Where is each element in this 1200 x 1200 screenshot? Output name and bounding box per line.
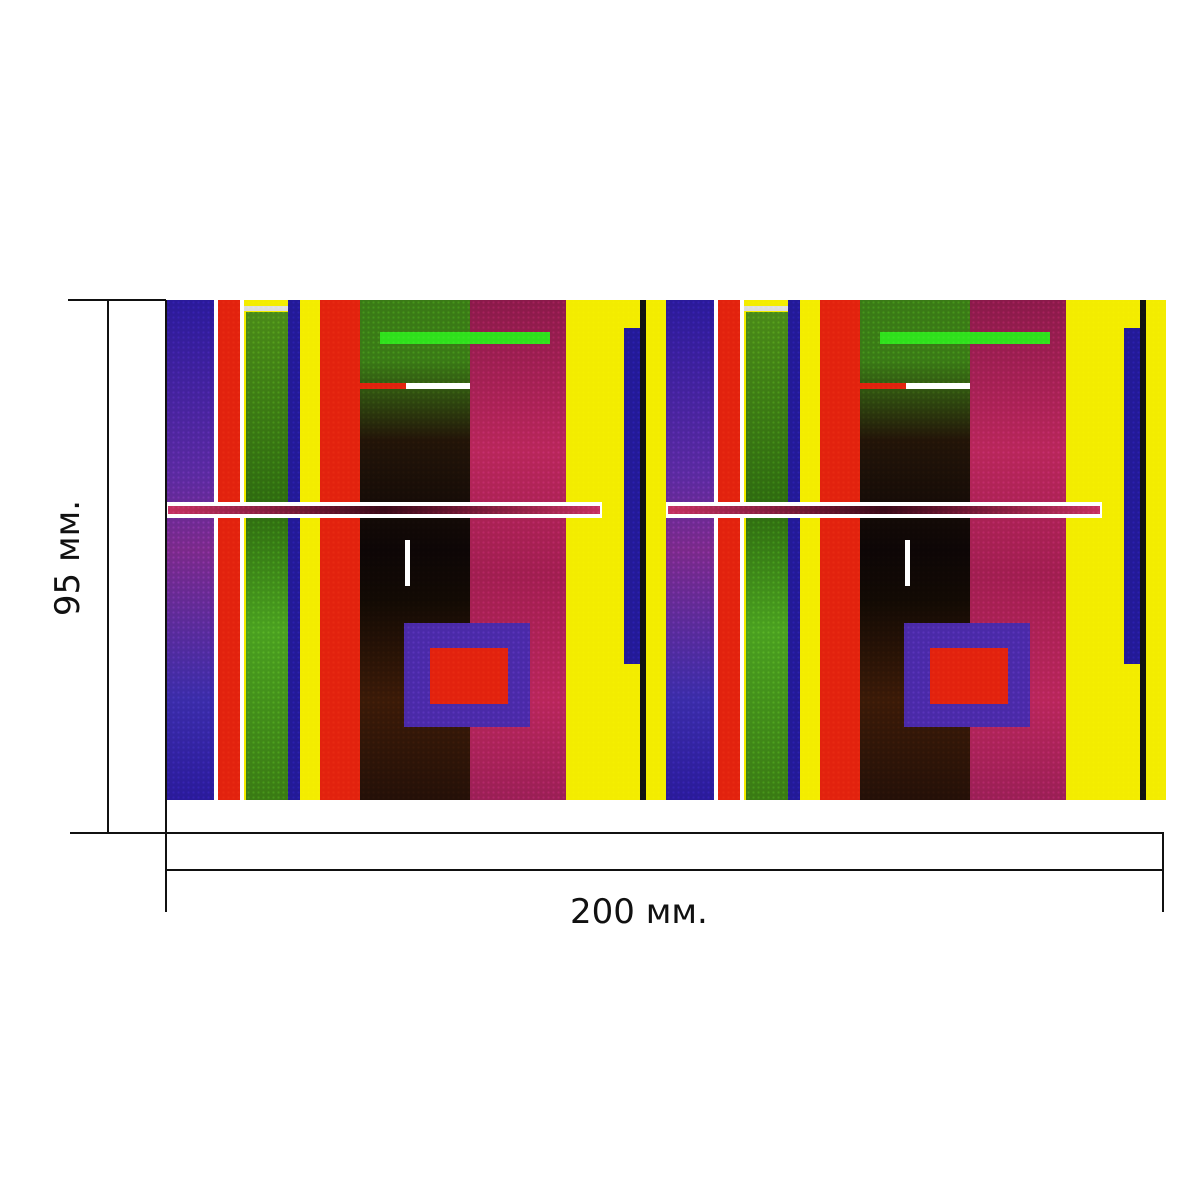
- white-short-bar: [906, 383, 970, 389]
- white-line: [714, 300, 718, 800]
- white-line: [740, 300, 744, 800]
- height-reference-line: [165, 300, 167, 834]
- white-l-bracket: [244, 306, 288, 311]
- red-short-bar: [860, 383, 906, 389]
- height-dimension-line: [107, 300, 109, 834]
- width-extension-line-right: [1162, 832, 1164, 912]
- blue-side-bar: [1124, 328, 1140, 664]
- width-dimension-line: [166, 869, 1164, 871]
- pattern-tile-1: [166, 300, 666, 800]
- white-short-bar: [406, 383, 470, 389]
- print-preview-area: [166, 300, 1166, 800]
- red-stripe: [218, 300, 240, 800]
- yellow-stripe: [800, 300, 820, 800]
- black-stripe: [640, 300, 646, 800]
- height-extension-line-bottom: [70, 832, 166, 834]
- width-dimension-label: 200 мм.: [570, 892, 708, 932]
- yellow-stripe: [1146, 300, 1166, 800]
- horizontal-bar-inner: [168, 506, 600, 514]
- lime-bar: [380, 332, 550, 344]
- white-line: [240, 300, 244, 800]
- width-extension-line-left: [165, 832, 167, 912]
- lime-bar: [880, 332, 1050, 344]
- blue-side-bar: [624, 328, 640, 664]
- height-dimension-label: 95 мм.: [48, 499, 88, 617]
- horizontal-bar-inner: [668, 506, 1100, 514]
- white-tick: [905, 540, 910, 586]
- white-tick: [405, 540, 410, 586]
- blue-stripe: [666, 300, 716, 800]
- yellow-stripe: [300, 300, 320, 800]
- height-extension-line-top: [68, 299, 166, 301]
- green-stripe: [746, 312, 788, 800]
- blue-stripe: [288, 300, 300, 800]
- white-l-bracket: [744, 306, 788, 311]
- red-stripe: [820, 300, 860, 800]
- black-stripe: [1140, 300, 1146, 800]
- white-line: [214, 300, 218, 800]
- red-square: [930, 648, 1008, 704]
- blue-stripe: [788, 300, 800, 800]
- red-short-bar: [360, 383, 406, 389]
- red-square: [430, 648, 508, 704]
- pattern-tile-2: [666, 300, 1166, 800]
- width-reference-line: [166, 832, 1164, 834]
- blue-stripe: [166, 300, 216, 800]
- green-stripe: [246, 312, 288, 800]
- yellow-stripe: [646, 300, 666, 800]
- red-stripe: [320, 300, 360, 800]
- red-stripe: [718, 300, 740, 800]
